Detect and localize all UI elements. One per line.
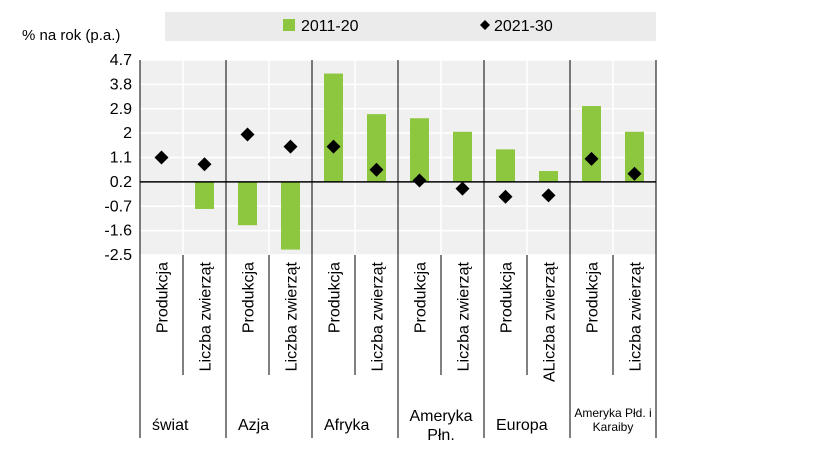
marker-2021-30 [154, 150, 169, 165]
marker-2021-30 [412, 173, 427, 188]
marker-2021-30 [283, 139, 298, 154]
y-tick-label: 2.9 [110, 101, 132, 118]
marker-2021-30 [455, 181, 470, 196]
bar-2011-20 [367, 114, 386, 182]
category-label: ALiczba zwierząt [542, 261, 559, 382]
marker-2021-30 [369, 162, 384, 177]
category-label: Produkcja [241, 262, 258, 333]
category-label: Liczba zwierząt [198, 261, 215, 371]
marker-2021-30 [326, 139, 341, 154]
y-tick-label: 3.8 [110, 76, 132, 93]
bar-2011-20 [625, 131, 644, 182]
category-label: Liczba zwierząt [628, 261, 645, 371]
category-label: Produkcja [585, 262, 602, 333]
bar-2011-20 [539, 171, 558, 182]
bar-2011-20 [410, 118, 429, 182]
bar-2011-20 [195, 181, 214, 209]
group-label: Europa [496, 417, 548, 434]
bar-2011-20 [238, 181, 257, 226]
marker-2021-30 [541, 188, 556, 203]
y-tick-label: -2.5 [104, 247, 132, 264]
bar-2011-20 [324, 73, 343, 182]
legend-label: 2021-30 [494, 18, 553, 35]
category-label: Liczba zwierząt [456, 261, 473, 371]
category-label: Produkcja [499, 262, 516, 333]
y-tick-label: 2 [123, 125, 132, 142]
legend: 2011-20 2021-30 [165, 12, 656, 41]
category-label: Liczba zwierząt [370, 261, 387, 371]
category-label: Liczba zwierząt [284, 261, 301, 371]
bar-2011-20 [281, 181, 300, 250]
legend-swatch-bar [283, 19, 295, 31]
group-label: świat [152, 417, 189, 434]
group-label: Azja [238, 417, 269, 434]
group-label: Ameryka Płd. i Karaiby [574, 406, 651, 434]
category-label: Produkcja [155, 262, 172, 333]
group-label: Afryka [324, 417, 369, 434]
bar-2011-20 [582, 106, 601, 182]
y-tick-label: 4.7 [110, 52, 132, 69]
marker-2021-30 [240, 127, 255, 142]
legend-label: 2011-20 [301, 18, 359, 35]
marker-2021-30 [197, 157, 212, 172]
marker-2021-30 [498, 189, 513, 204]
y-tick-label: 0.2 [110, 174, 132, 191]
marker-2021-30 [627, 166, 642, 181]
category-label: Produkcja [327, 262, 344, 333]
y-tick-label: -0.7 [104, 198, 132, 215]
group-label: Ameryka Płn. [409, 408, 472, 444]
plot-area: 4.7 3.8 2.9 2 1.1 0.2 -0.7 -1.6 -2.5 Produkcja Lic… [104, 52, 657, 444]
bar-2011-20 [496, 149, 515, 182]
marker-2021-30 [584, 151, 599, 166]
y-axis-label: % na rok (p.a.) [22, 27, 120, 44]
y-tick-label: -1.6 [104, 223, 132, 240]
legend-background [165, 12, 656, 41]
category-label: Produkcja [413, 262, 430, 333]
legend-swatch-marker [480, 20, 490, 30]
bar-2011-20 [453, 131, 472, 182]
y-tick-label: 1.1 [110, 150, 132, 167]
